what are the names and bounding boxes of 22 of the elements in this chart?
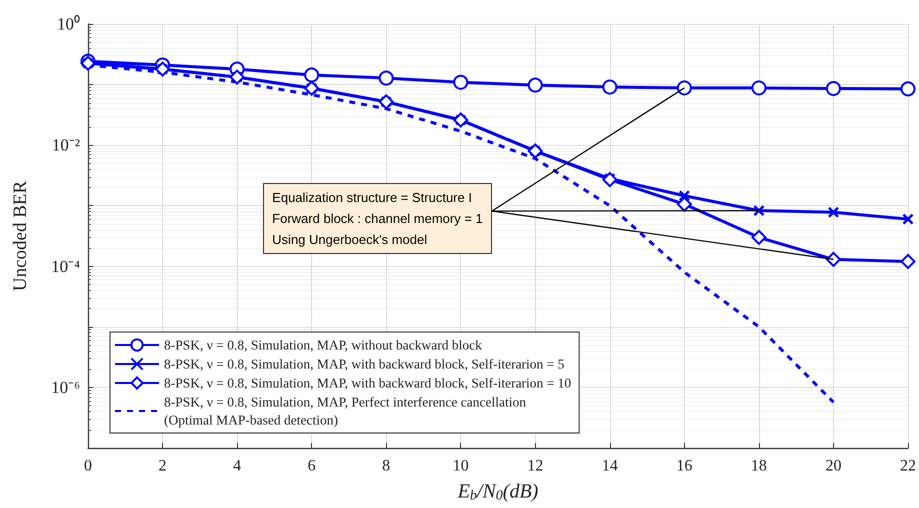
x-tick-label: 22 [900,458,916,474]
x-tick-label: 0 [84,458,92,474]
x-tick-label: 6 [308,458,316,474]
y-tick-label: 10⁻⁶ [51,378,80,397]
annotation: Equalization structure = Structure I Forward block : channel memory = 1 Using Ungerboeck's model [263,182,492,254]
y-tick-label: 10⁻² [52,136,80,155]
legend-label: 8-PSK, ν = 0.8, Simulation, MAP, without backward block [164,338,482,352]
legend-label: 8-PSK, ν = 0.8, Simulation, MAP, with backward block, Self-iterarion = 5 [164,356,565,372]
legend-label: 8-PSK, ν = 0.8, Simulation, MAP, with backward block, Self-iterarion = 10 [164,376,572,390]
x-tick-label: 16 [676,458,692,474]
x-tick-label: 20 [825,458,842,474]
x-tick-label: 18 [750,458,767,474]
x-tick-label: 10 [452,458,469,474]
x-tick-label: 4 [233,458,242,474]
x-tick-label: 2 [158,458,167,474]
x-tick-label: 8 [382,458,390,474]
legend-label: 8-PSK, ν = 0.8, Simulation, MAP, Perfect interference cancellation (Optimal MAP-based detection) [164,394,526,428]
x-tick-label: 14 [602,458,618,474]
y-tick-label: 10⁻⁴ [51,256,80,276]
x-tick-label: 12 [527,458,544,474]
y-tick-label: 10⁰ [57,14,80,34]
y-axis-title: Uncoded BER [10,180,31,292]
